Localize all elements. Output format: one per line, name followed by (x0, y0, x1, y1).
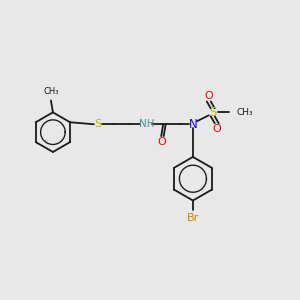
Text: O: O (158, 137, 167, 147)
Text: CH₃: CH₃ (236, 108, 253, 117)
Text: N: N (188, 118, 197, 131)
Text: O: O (212, 124, 221, 134)
Text: NH: NH (139, 119, 154, 129)
Text: S: S (94, 119, 101, 129)
Text: Br: Br (187, 213, 199, 224)
Text: S: S (209, 106, 216, 119)
Text: O: O (204, 91, 213, 100)
Text: CH₃: CH₃ (43, 86, 59, 95)
